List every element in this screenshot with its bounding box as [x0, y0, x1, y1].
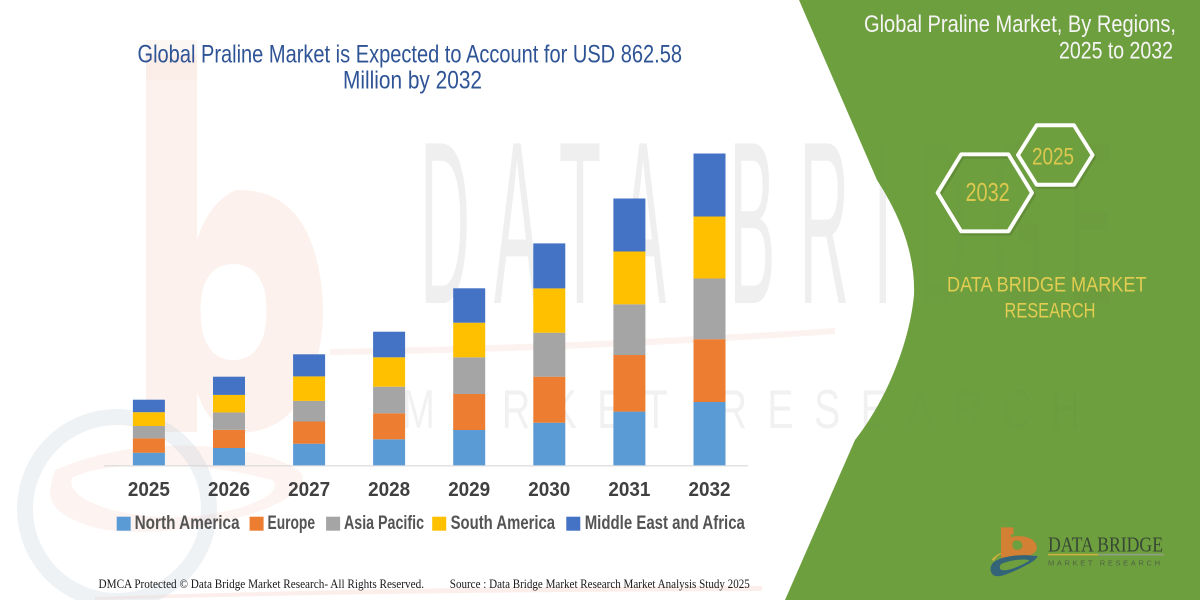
- svg-text:2027: 2027: [288, 478, 330, 501]
- svg-text:Asia Pacific: Asia Pacific: [344, 513, 424, 534]
- svg-text:DATA BRIDGE MARKET: DATA BRIDGE MARKET: [947, 274, 1147, 297]
- svg-text:South America: South America: [451, 513, 556, 534]
- svg-text:Middle East and Africa: Middle East and Africa: [585, 513, 746, 534]
- svg-text:2030: 2030: [528, 478, 570, 501]
- svg-text:2028: 2028: [368, 478, 410, 501]
- svg-text:DATA BRIDGE: DATA BRIDGE: [1048, 533, 1163, 557]
- svg-text:Europe: Europe: [268, 513, 316, 534]
- svg-text:2025: 2025: [1032, 144, 1074, 171]
- svg-text:RESEARCH: RESEARCH: [1005, 300, 1096, 323]
- svg-text:Global Praline Market, By Regi: Global Praline Market, By Regions,: [864, 11, 1176, 38]
- svg-text:2032: 2032: [965, 177, 1009, 207]
- svg-text:2025 to 2032: 2025 to 2032: [1059, 38, 1173, 65]
- svg-text:2031: 2031: [608, 478, 650, 501]
- svg-text:2029: 2029: [448, 478, 490, 501]
- svg-text:2032: 2032: [689, 478, 731, 501]
- svg-text:Global Praline Market is Expec: Global Praline Market is Expected to Acc…: [138, 41, 683, 69]
- svg-text:Source : Data Bridge Market Re: Source : Data Bridge Market Research Mar…: [450, 577, 750, 591]
- svg-text:Million by 2032: Million by 2032: [343, 67, 482, 95]
- svg-text:2026: 2026: [208, 478, 250, 501]
- svg-text:MARKET RESEARCH: MARKET RESEARCH: [1048, 559, 1160, 568]
- svg-text:North America: North America: [135, 513, 240, 534]
- svg-text:2025: 2025: [128, 478, 170, 501]
- svg-text:DMCA Protected © Data Bridge M: DMCA Protected © Data Bridge Market Rese…: [99, 577, 425, 591]
